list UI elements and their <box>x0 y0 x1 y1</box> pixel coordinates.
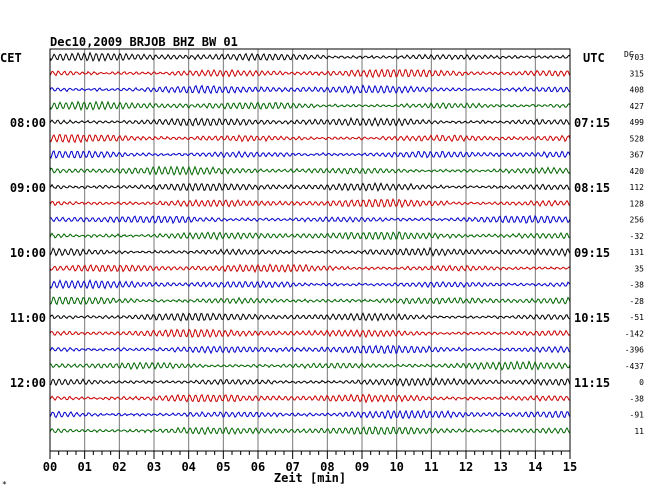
trace-row-7 <box>49 150 571 159</box>
x-tick-label: 12 <box>459 460 473 474</box>
trace-row-20 <box>49 360 571 371</box>
trace-row-19 <box>49 344 571 355</box>
x-tick-label: 03 <box>147 460 161 474</box>
x-tick-label: 00 <box>43 460 57 474</box>
left-time-zone: CET <box>0 51 22 65</box>
dc-offset-label: -32 <box>630 232 645 241</box>
dc-offset-label: 427 <box>630 102 645 111</box>
dc-offset-label: 367 <box>630 151 645 160</box>
right-time-zone: UTC <box>583 51 605 65</box>
trace-row-8 <box>49 165 571 176</box>
x-tick-label: 04 <box>181 460 195 474</box>
trace-lines <box>49 51 571 436</box>
trace-row-13 <box>49 246 571 258</box>
dc-offset-label: -38 <box>630 281 645 290</box>
dc-offset-label: -396 <box>625 346 644 355</box>
trace-row-4 <box>49 100 571 112</box>
dc-offset-label: 420 <box>630 167 645 176</box>
x-tick-label: 10 <box>389 460 403 474</box>
dc-offset-label: 128 <box>630 199 645 208</box>
trace-row-18 <box>49 328 571 339</box>
x-tick-label: 13 <box>493 460 507 474</box>
dc-offset-label: 315 <box>630 69 645 78</box>
dc-offset-label: 528 <box>630 134 645 143</box>
right-hour-label: 07:15 <box>574 116 610 130</box>
trace-row-2 <box>49 68 571 79</box>
trace-row-23 <box>49 409 571 420</box>
trace-row-3 <box>49 84 571 95</box>
trace-row-16 <box>49 296 571 306</box>
left-hour-labels: 08:00 09:00 10:00 11:00 12:00 <box>10 116 46 390</box>
dc-offset-label: -142 <box>625 329 644 338</box>
left-hour-label: 08:00 <box>10 116 46 130</box>
dc-offset-label: -51 <box>630 313 645 322</box>
trace-row-1 <box>49 51 571 63</box>
trace-row-21 <box>49 377 571 387</box>
right-hour-label: 08:15 <box>574 181 610 195</box>
x-tick-label: 05 <box>216 460 230 474</box>
x-axis-ticks <box>49 451 571 459</box>
trace-row-15 <box>49 279 571 290</box>
dc-offset-labels: 703 315 408 427 499 528 367 420 112 128 256 -32 131 3… <box>625 53 644 436</box>
trace-row-11 <box>49 215 571 225</box>
dc-offset-label: 703 <box>630 53 645 62</box>
trace-row-14 <box>49 263 571 274</box>
trace-row-9 <box>49 181 571 192</box>
dc-offset-label: 112 <box>630 183 645 192</box>
trace-row-12 <box>49 231 571 241</box>
x-tick-label: 06 <box>251 460 265 474</box>
dc-offset-label: -91 <box>630 411 645 420</box>
left-hour-label: 11:00 <box>10 311 46 325</box>
x-tick-label: 15 <box>563 460 577 474</box>
dc-offset-label: -28 <box>630 297 645 306</box>
dc-offset-label: 0 <box>639 378 644 387</box>
trace-row-17 <box>49 312 571 322</box>
dc-offset-label: 131 <box>630 248 645 257</box>
dc-offset-label: -437 <box>625 362 644 371</box>
x-tick-label: 01 <box>77 460 91 474</box>
x-tick-label: 07 <box>285 460 299 474</box>
trace-row-10 <box>49 198 571 209</box>
right-hour-label: 09:15 <box>574 246 610 260</box>
trace-row-22 <box>49 393 571 404</box>
left-hour-label: 09:00 <box>10 181 46 195</box>
dc-offset-label: 256 <box>630 216 645 225</box>
right-hour-labels: 07:15 08:15 09:15 10:15 11:15 <box>574 116 610 390</box>
dc-offset-label: 11 <box>634 427 644 436</box>
dc-offset-label: 499 <box>630 118 645 127</box>
chart-title: Dec10,2009 BRJOB BHZ BW 01 <box>50 35 238 49</box>
x-tick-label: 02 <box>112 460 126 474</box>
dc-header: DC <box>624 50 634 59</box>
x-tick-label: 11 <box>424 460 438 474</box>
corner-mark: * <box>2 480 7 489</box>
dc-offset-label: -38 <box>630 394 645 403</box>
x-tick-label: 14 <box>528 460 542 474</box>
trace-row-24 <box>49 426 571 436</box>
right-hour-label: 11:15 <box>574 376 610 390</box>
x-axis-label: Zeit [min] <box>274 471 346 485</box>
plot-area <box>50 49 570 451</box>
x-tick-label: 08 <box>320 460 334 474</box>
dc-offset-label: 408 <box>630 86 645 95</box>
x-tick-labels: 00 01 02 03 04 05 06 07 08 09 10 11 12 13 14 15 <box>43 460 577 474</box>
right-hour-label: 10:15 <box>574 311 610 325</box>
x-tick-label: 09 <box>355 460 369 474</box>
dc-offset-label: 35 <box>634 264 644 273</box>
left-hour-label: 12:00 <box>10 376 46 390</box>
trace-row-5 <box>49 116 571 127</box>
left-hour-label: 10:00 <box>10 246 46 260</box>
trace-row-6 <box>49 133 571 144</box>
